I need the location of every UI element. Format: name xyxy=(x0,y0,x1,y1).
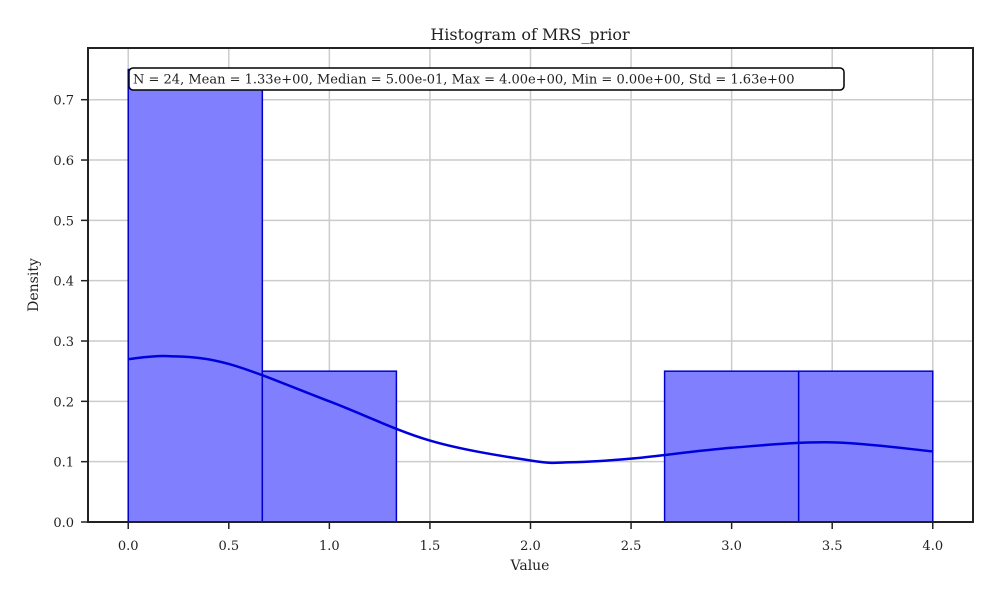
x-tick-label: 0.5 xyxy=(218,539,239,554)
y-tick-label: 0.7 xyxy=(53,94,74,109)
histogram-bar xyxy=(261,370,398,523)
plot-area: 0.0 0.5 1.0 1.5 2.0 2.5 3.0 3.5 4.0 0.0 0.1 0.2 0.3 0… xyxy=(53,47,974,554)
histogram-bar xyxy=(797,370,934,523)
x-tick-label: 0.0 xyxy=(118,539,139,554)
stats-box xyxy=(128,67,845,91)
kde-curve xyxy=(128,354,933,465)
histogram-bar xyxy=(127,68,264,523)
y-tick-label: 0.4 xyxy=(53,275,74,290)
x-tick-label: 3.0 xyxy=(721,539,742,554)
x-tick-label: 3.5 xyxy=(822,539,843,554)
chart-title: Histogram of MRS_prior xyxy=(430,25,630,44)
x-tick-label: 2.5 xyxy=(621,539,642,554)
y-tick-label: 0.1 xyxy=(53,456,74,471)
x-tick-label: 1.5 xyxy=(420,539,441,554)
y-tick-label: 0.2 xyxy=(53,395,74,410)
y-tick-label: 0.6 xyxy=(53,154,74,169)
y-tick-label: 0.3 xyxy=(53,335,74,350)
x-tick-label: 1.0 xyxy=(319,539,340,554)
stats-text: N = 24, Mean = 1.33e+00, Median = 5.00e-… xyxy=(133,73,794,88)
x-tick-label: 2.0 xyxy=(520,539,541,554)
y-tick-label: 0.5 xyxy=(53,214,74,229)
y-axis-label: Density xyxy=(26,258,42,312)
x-tick-label: 4.0 xyxy=(922,539,943,554)
y-tick-label: 0.0 xyxy=(53,516,74,531)
x-axis-label: Value xyxy=(510,558,550,574)
